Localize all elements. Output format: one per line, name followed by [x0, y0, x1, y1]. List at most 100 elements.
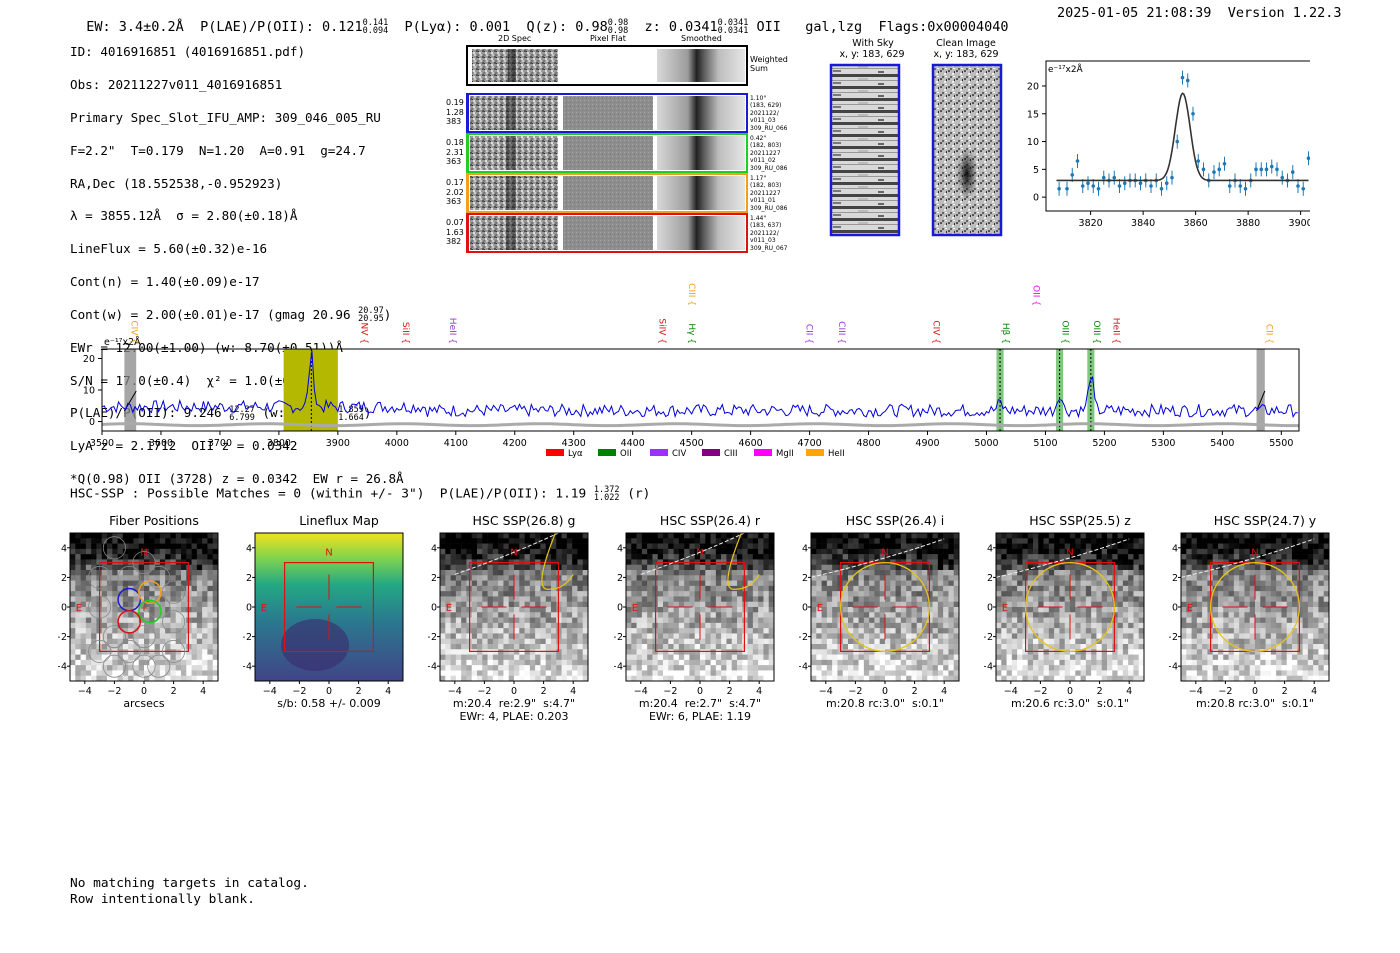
hsc-pixel — [535, 607, 541, 613]
hsc-pixel — [461, 538, 467, 544]
hsc-pixel — [1122, 591, 1129, 597]
hsc-pixel — [91, 665, 97, 671]
hsc-pixel — [572, 580, 578, 587]
hsc-pixel — [848, 564, 854, 571]
hsc-pixel — [1128, 638, 1134, 645]
hsc-pixel — [1223, 596, 1229, 603]
hsc-pixel — [461, 601, 467, 608]
hsc-pixel — [1101, 533, 1108, 539]
hsc-pixel — [689, 548, 696, 555]
hsc-pixel — [1064, 585, 1071, 592]
hsc-pixel — [721, 570, 727, 576]
hsc-pixel — [138, 654, 145, 661]
hsc-pixel — [1218, 591, 1224, 597]
spec-xtick-label: 3600 — [149, 438, 173, 449]
hsc-pixel — [869, 554, 875, 560]
hsc-pixel — [927, 596, 933, 603]
hsc-pixel — [1027, 654, 1034, 661]
hsc-pixel — [858, 622, 865, 629]
hsc-pixel — [811, 665, 817, 671]
hsc-pixel — [1265, 554, 1272, 560]
hsc-pixel — [1207, 548, 1214, 555]
hsc-pixel — [1276, 570, 1282, 576]
hsc-pixel — [561, 601, 568, 608]
hsc-pixel — [1223, 548, 1229, 555]
hsc-pixel — [572, 628, 578, 634]
hsc-pixel — [811, 585, 817, 592]
hsc-pixel — [128, 591, 134, 597]
zoom-point — [1086, 181, 1090, 186]
hsc-pixel — [492, 633, 499, 640]
hsc-pixel — [1212, 585, 1219, 592]
cutout-row-right-values: 0.42" (182, 803) 20211227 v011_02 309_RU_086 — [750, 135, 787, 172]
hsc-pixel — [461, 617, 467, 624]
hsc-pixel — [196, 607, 203, 613]
hsc-pixel — [1286, 585, 1293, 592]
hsc-pixel — [1064, 654, 1071, 661]
hsc-pixel — [165, 622, 171, 629]
hsc-pixel — [1006, 617, 1013, 624]
hsc-pixel — [461, 633, 467, 640]
hsc-panel-title: HSC SSP(26.8) g — [472, 513, 576, 528]
cutout-row-marker — [467, 134, 469, 172]
hsc-pixel — [529, 612, 536, 618]
hsc-pixel — [895, 533, 902, 539]
hsc-pixel — [207, 617, 214, 624]
hsc-pixel — [461, 554, 467, 560]
hsc-pixel — [890, 633, 896, 640]
hsc-pixel — [811, 670, 817, 677]
hsc-pixel — [1276, 543, 1282, 550]
hsc-pixel — [503, 543, 510, 550]
hsc-pixel — [721, 533, 727, 539]
hsc-pixel — [869, 596, 875, 603]
hsc-pixel — [647, 628, 653, 634]
hsc-pixel — [731, 585, 738, 592]
hsc-pixel — [503, 591, 510, 597]
hsc-pixel — [1054, 633, 1060, 640]
hsc-pixel — [202, 638, 208, 645]
hsc-pixel — [170, 633, 177, 640]
hsc-pixel — [514, 607, 520, 613]
hsc-pixel — [154, 548, 161, 555]
hsc-pixel — [191, 559, 198, 566]
hsc-pixel — [1038, 607, 1044, 613]
hsc-pixel — [107, 654, 113, 661]
hsc-pixel — [1249, 570, 1256, 576]
hsc-source-circle — [839, 561, 931, 653]
hsc-pixel — [144, 644, 150, 650]
hsc-pixel — [561, 548, 568, 555]
hsc-pixel — [710, 570, 717, 576]
hsc-pixel — [1313, 570, 1319, 576]
hsc-pixel — [890, 548, 896, 555]
hsc-pixel — [948, 633, 955, 640]
hsc-pixel — [1249, 575, 1256, 581]
hsc-pixel — [482, 644, 488, 650]
hsc-pixel — [705, 659, 711, 666]
hsc-pixel — [885, 538, 891, 544]
hsc-pixel — [440, 538, 446, 544]
hsc-pixel — [170, 564, 177, 571]
hsc-pixel — [159, 570, 166, 576]
hsc-pixel — [561, 564, 568, 571]
hsc-pixel — [1196, 622, 1203, 629]
hsc-pixel — [1033, 580, 1039, 587]
hsc-pixel — [647, 675, 653, 682]
hsc-xtick-label: 4 — [570, 686, 576, 697]
hsc-pixel — [927, 601, 933, 608]
hsc-pixel — [165, 617, 171, 624]
hsc-pixel — [551, 570, 557, 576]
hsc-pixel — [461, 543, 467, 550]
hsc-pixel — [895, 649, 902, 655]
hsc-pixel — [1043, 564, 1050, 571]
hsc-pixel — [1186, 585, 1192, 592]
hsc-pixel — [885, 670, 891, 677]
hsc-pixel — [508, 633, 515, 640]
hsc-pixel — [566, 580, 573, 587]
hsc-pixel — [641, 649, 648, 655]
hsc-pixel — [524, 533, 531, 539]
hsc-pixel — [545, 675, 552, 682]
hsc-pixel — [1207, 538, 1214, 544]
hsc-pixel — [768, 607, 775, 613]
hsc-pixel — [895, 654, 902, 661]
